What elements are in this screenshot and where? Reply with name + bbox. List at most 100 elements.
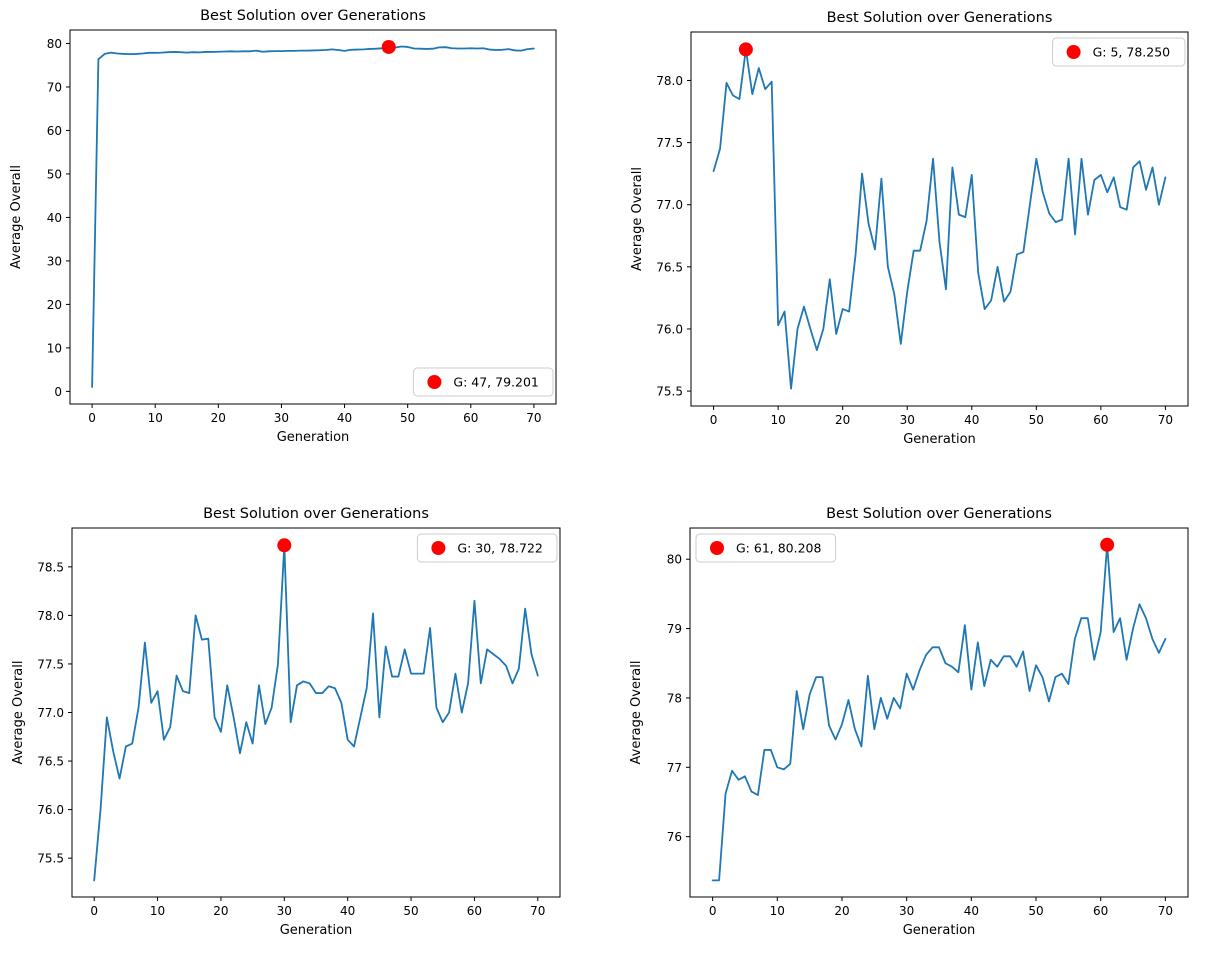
- x-tick-label: 0: [90, 904, 98, 918]
- subplot-top-right: Best Solution over Generations 0 10 20 30 40 5…: [604, 0, 1208, 475]
- plot-border: [71, 527, 561, 898]
- x-tick-label: 30: [899, 904, 914, 918]
- chart-title: Best Solution over Generations: [203, 506, 429, 522]
- x-tick-label: 40: [340, 904, 355, 918]
- y-tick-label: 75.5: [37, 852, 64, 866]
- x-tick-label: 10: [770, 413, 785, 427]
- chart-title: Best Solution over Generations: [200, 8, 426, 24]
- x-tick-label: 0: [710, 413, 718, 427]
- y-tick-label: 76.5: [37, 755, 64, 769]
- legend-marker-icon: [710, 541, 724, 555]
- x-tick-label: 70: [1158, 413, 1173, 427]
- series-line: [712, 48, 1167, 390]
- plot-border: [689, 527, 1189, 898]
- y-tick-label: 50: [47, 167, 62, 181]
- y-tick-label: 10: [47, 341, 62, 355]
- y-tick-label: 20: [47, 298, 62, 312]
- x-tick-label: 0: [709, 904, 717, 918]
- legend-box: [416, 533, 558, 563]
- series-line: [91, 45, 535, 388]
- y-tick-label: 78: [667, 691, 682, 705]
- x-tick-label: 20: [211, 411, 226, 425]
- x-tick-label: 70: [530, 904, 545, 918]
- y-tick-label: 76.0: [37, 803, 64, 817]
- best-point-marker: [738, 42, 753, 57]
- x-axis-label: Generation: [903, 923, 976, 938]
- y-tick-label: 77.0: [37, 706, 64, 720]
- x-axis-label: Generation: [277, 430, 350, 445]
- chart-canvas-top-right: Best Solution over Generations 0 10 20 30 40 5…: [630, 10, 1189, 447]
- y-tick-label: 77.5: [37, 657, 64, 671]
- x-tick-label: 60: [1093, 904, 1108, 918]
- x-tick-label: 60: [463, 411, 478, 425]
- series-line: [711, 543, 1167, 882]
- subplot-bottom-left: Best Solution over Generations 0 10 20 30 40 5…: [0, 475, 604, 950]
- x-tick-label: 50: [1028, 904, 1043, 918]
- x-tick-label: 20: [834, 904, 849, 918]
- legend-box: [412, 367, 554, 397]
- best-point-marker: [1100, 537, 1115, 552]
- x-tick-label: 10: [148, 411, 163, 425]
- subplot-bottom-right: Best Solution over Generations 0 10 20 30 40 5…: [604, 475, 1208, 950]
- y-tick-label: 40: [47, 211, 62, 225]
- y-tick-label: 70: [47, 80, 62, 94]
- x-tick-label: 60: [1093, 413, 1108, 427]
- x-tick-label: 50: [403, 904, 418, 918]
- x-tick-label: 0: [88, 411, 96, 425]
- x-axis-label: Generation: [280, 923, 353, 938]
- y-axis-label: Average Overall: [11, 661, 26, 765]
- x-tick-label: 40: [337, 411, 352, 425]
- y-tick-label: 76.5: [656, 260, 683, 274]
- subplot-top-left: Best Solution over Generations 0 10 20 30 40 5…: [0, 0, 604, 475]
- legend-marker-icon: [427, 375, 442, 389]
- y-tick-label: 77.0: [656, 198, 683, 212]
- y-tick-label: 76: [667, 830, 682, 844]
- y-axis-label: Average Overall: [630, 167, 645, 271]
- legend-marker-icon: [431, 541, 446, 555]
- chart-canvas-bottom-left: Best Solution over Generations 0 10 20 30 40 5…: [11, 506, 561, 938]
- x-axis-label: Generation: [903, 432, 976, 447]
- plot-border: [690, 31, 1189, 407]
- y-axis-label: Average Overall: [629, 661, 644, 765]
- y-tick-label: 79: [667, 622, 682, 636]
- y-tick-label: 75.5: [656, 385, 683, 399]
- legend-label: G: 61, 80.208: [736, 541, 822, 556]
- x-tick-label: 20: [835, 413, 850, 427]
- plot-border: [69, 29, 557, 405]
- x-tick-label: 40: [964, 413, 979, 427]
- legend-label: G: 47, 79.201: [453, 375, 538, 390]
- legend-box: [695, 533, 837, 563]
- y-tick-label: 78.5: [37, 560, 64, 574]
- legend-label: G: 5, 78.250: [1093, 45, 1171, 60]
- x-tick-label: 30: [274, 411, 289, 425]
- chart-canvas-top-left: Best Solution over Generations 0 10 20 30 40 5…: [9, 8, 557, 445]
- legend-label: G: 30, 78.722: [457, 541, 542, 556]
- y-tick-label: 78.0: [656, 74, 683, 88]
- x-tick-label: 50: [1029, 413, 1044, 427]
- legend-marker-icon: [1066, 45, 1081, 59]
- x-tick-label: 20: [213, 904, 228, 918]
- series-line: [93, 544, 539, 882]
- y-tick-label: 30: [47, 254, 62, 268]
- y-tick-label: 77.5: [656, 136, 683, 150]
- x-tick-label: 30: [900, 413, 915, 427]
- y-axis-label: Average Overall: [9, 165, 24, 269]
- y-tick-label: 60: [47, 124, 62, 138]
- chart-title: Best Solution over Generations: [826, 506, 1052, 522]
- y-tick-label: 77: [667, 761, 682, 775]
- best-point-marker: [277, 538, 292, 553]
- legend-box: [1052, 37, 1186, 67]
- x-tick-label: 50: [400, 411, 415, 425]
- y-tick-label: 76.0: [656, 322, 683, 336]
- x-tick-label: 10: [150, 904, 165, 918]
- chart-title: Best Solution over Generations: [827, 10, 1053, 26]
- y-tick-label: 80: [47, 37, 62, 51]
- x-tick-label: 10: [770, 904, 785, 918]
- best-point-marker: [381, 39, 396, 54]
- x-tick-label: 70: [1158, 904, 1173, 918]
- x-tick-label: 60: [467, 904, 482, 918]
- x-tick-label: 70: [526, 411, 541, 425]
- chart-canvas-bottom-right: Best Solution over Generations 0 10 20 30 40 5…: [629, 506, 1189, 938]
- y-tick-label: 78.0: [37, 609, 64, 623]
